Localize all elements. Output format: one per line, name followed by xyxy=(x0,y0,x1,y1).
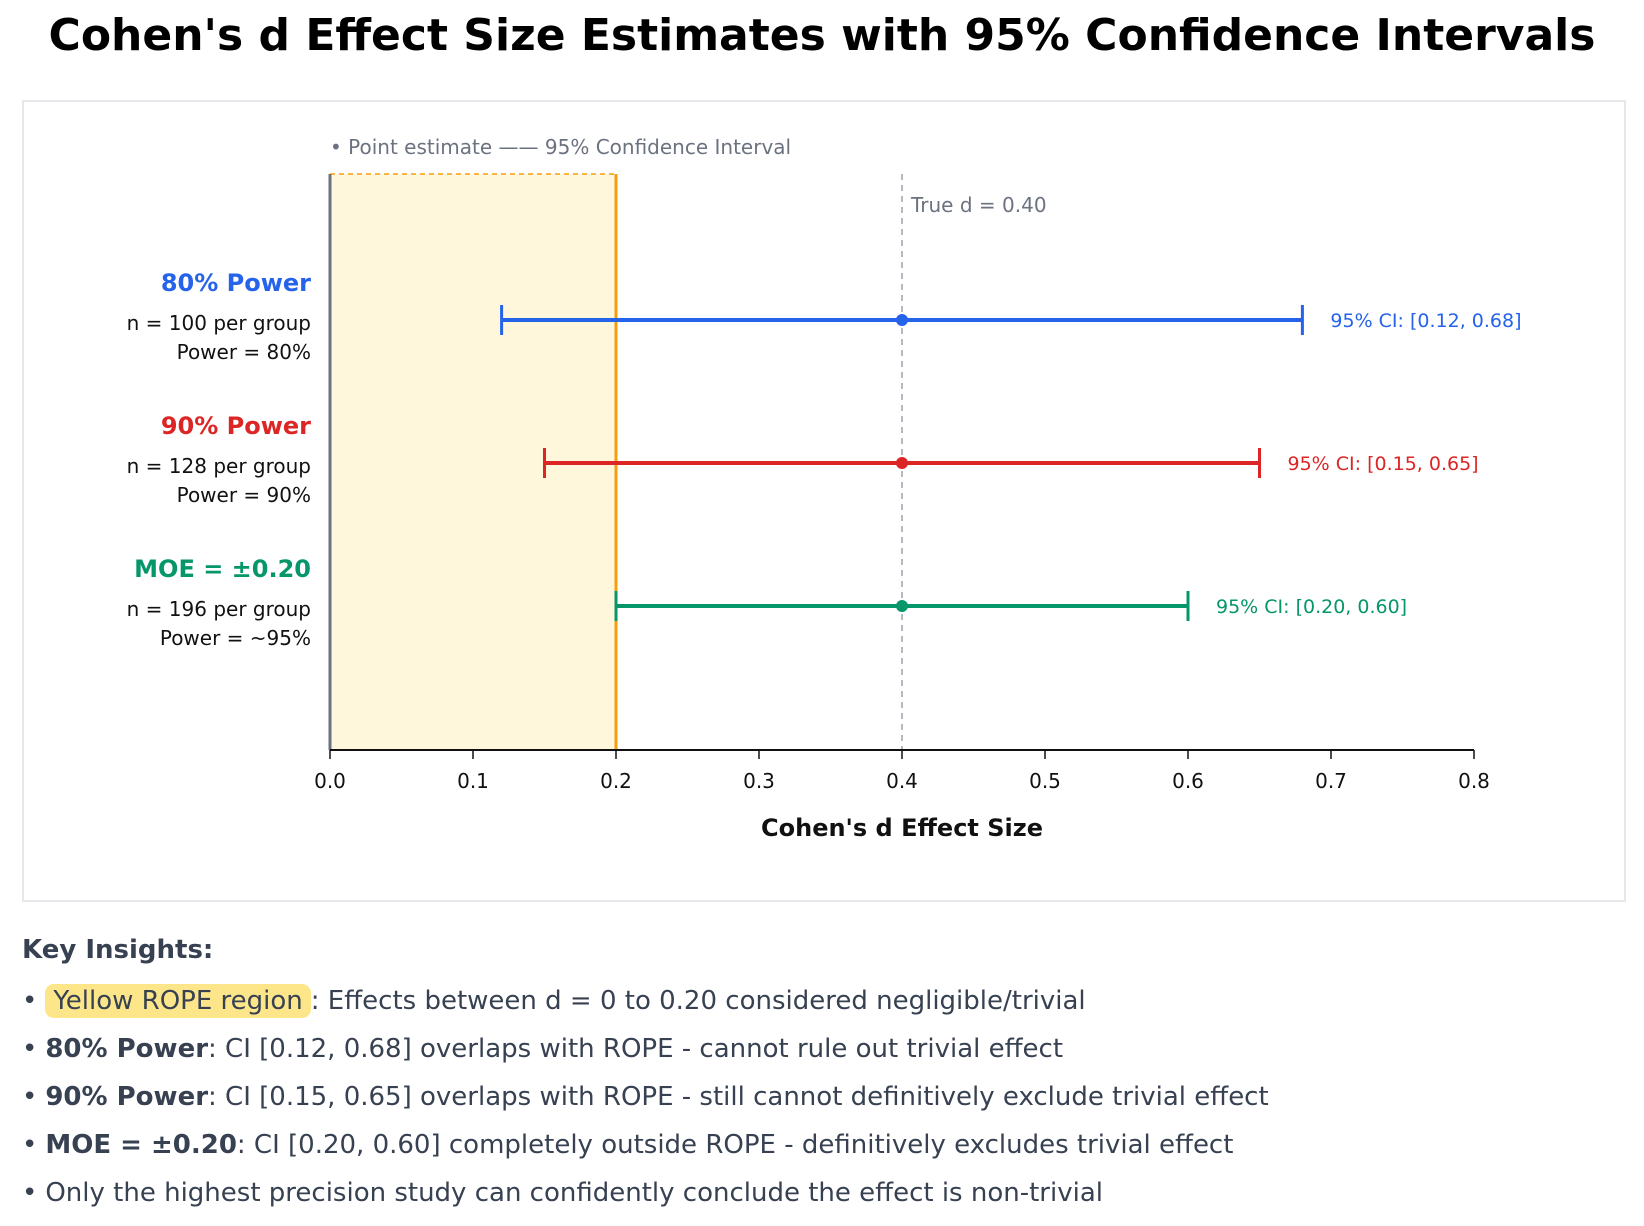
insight-text: : CI [0.12, 0.68] overlaps with ROPE - c… xyxy=(208,1034,1064,1064)
legend-text: • Point estimate —— 95% Confidence Inter… xyxy=(330,135,791,159)
insight-item: • Only the highest precision study can co… xyxy=(22,1169,1622,1217)
ci-label: 95% CI: [0.15, 0.65] xyxy=(1288,453,1479,475)
page-title: Cohen's d Effect Size Estimates with 95%… xyxy=(48,10,1596,61)
series-name: 90% Power xyxy=(161,412,311,440)
series-power: Power = ~95% xyxy=(160,626,311,650)
rope-chip: Yellow ROPE region xyxy=(45,984,311,1018)
x-tick-label: 0.5 xyxy=(1029,769,1061,793)
insight-item: • 80% Power: CI [0.12, 0.68] overlaps wit… xyxy=(22,1025,1622,1073)
series-sample-size: n = 196 per group xyxy=(127,597,311,621)
series-power: Power = 80% xyxy=(177,340,311,364)
point-estimate xyxy=(896,457,908,469)
x-tick-label: 0.7 xyxy=(1315,769,1347,793)
insight-text: : CI [0.15, 0.65] overlaps with ROPE - s… xyxy=(208,1082,1269,1112)
series-sample-size: n = 100 per group xyxy=(127,311,311,335)
ci-label: 95% CI: [0.12, 0.68] xyxy=(1330,310,1521,332)
point-estimate xyxy=(896,314,908,326)
x-tick-label: 0.8 xyxy=(1458,769,1490,793)
bullet-icon: • xyxy=(22,1082,38,1112)
key-insights: Key Insights: • Yellow ROPE region: Effec… xyxy=(22,935,1622,1217)
insight-text: : Effects between d = 0 to 0.20 consider… xyxy=(310,986,1086,1016)
x-tick-label: 0.6 xyxy=(1172,769,1204,793)
bullet-icon: • xyxy=(22,986,38,1016)
forest-plot: True d = 0.40 • Point estimate —— 95% Con… xyxy=(127,135,1522,842)
x-axis-title: Cohen's d Effect Size xyxy=(761,814,1043,842)
bullet-icon: • xyxy=(22,1178,38,1208)
x-tick-label: 0.0 xyxy=(314,769,346,793)
insight-item: • MOE = ±0.20: CI [0.20, 0.60] completely… xyxy=(22,1121,1622,1169)
insight-item: • Yellow ROPE region: Effects between d =… xyxy=(22,977,1622,1025)
insight-bold: 80% Power xyxy=(45,1034,209,1064)
x-tick-label: 0.1 xyxy=(457,769,489,793)
bullet-icon: • xyxy=(22,1034,38,1064)
x-tick-label: 0.3 xyxy=(743,769,775,793)
insights-heading: Key Insights: xyxy=(22,935,214,965)
chart-card: True d = 0.40 • Point estimate —— 95% Con… xyxy=(22,100,1626,902)
series-name: MOE = ±0.20 xyxy=(134,555,311,583)
series-sample-size: n = 128 per group xyxy=(127,454,311,478)
insight-text: Only the highest precision study can con… xyxy=(45,1178,1103,1208)
point-estimate xyxy=(896,600,908,612)
insight-item: • 90% Power: CI [0.15, 0.65] overlaps wit… xyxy=(22,1073,1622,1121)
x-tick-label: 0.4 xyxy=(886,769,918,793)
true-d-label: True d = 0.40 xyxy=(910,193,1047,217)
ci-label: 95% CI: [0.20, 0.60] xyxy=(1216,596,1407,618)
series-power: Power = 90% xyxy=(177,483,311,507)
series-name: 80% Power xyxy=(161,269,311,297)
insight-bold: MOE = ±0.20 xyxy=(45,1130,237,1160)
insight-bold: 90% Power xyxy=(45,1082,209,1112)
insight-text: : CI [0.20, 0.60] completely outside ROP… xyxy=(236,1130,1234,1160)
insights-list: • Yellow ROPE region: Effects between d =… xyxy=(22,977,1622,1217)
bullet-icon: • xyxy=(22,1130,38,1160)
x-tick-label: 0.2 xyxy=(600,769,632,793)
